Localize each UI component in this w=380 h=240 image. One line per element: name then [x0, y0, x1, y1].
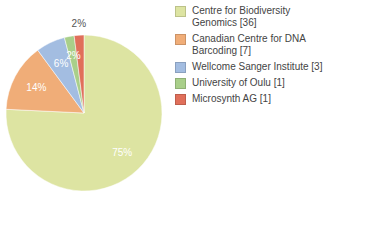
html-text:University of Oulu [1]: University of Oulu [1] [192, 77, 285, 88]
html-text:Microsynth AG [1]: Microsynth AG [1] [192, 93, 271, 104]
svg-text:2%: 2% [72, 18, 87, 29]
svg-text:14%: 14% [26, 82, 46, 93]
svg-text:2%: 2% [66, 50, 81, 61]
html-text:Wellcome Sanger Institute [3]: Wellcome Sanger Institute [3] [192, 61, 323, 72]
svg-text:6%: 6% [53, 58, 69, 70]
svg-text:75%: 75% [112, 147, 132, 158]
html-text:Canadian Centre for DNA Barcod: Canadian Centre for DNA Barcoding [7] [192, 33, 306, 56]
html-text:Centre for Biodiversity Genomi: Centre for Biodiversity Genomics [36] [192, 5, 291, 28]
